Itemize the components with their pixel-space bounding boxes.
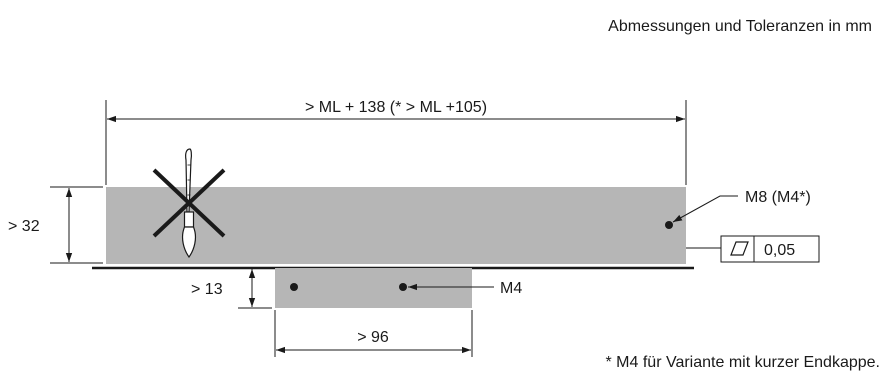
lower-block [275,268,472,308]
overall-length-label: > ML + 138 (* > ML +105) [305,99,487,116]
height-dimension: > 32 [8,186,103,264]
tolerance-value: 0,05 [764,242,795,259]
thread-hole-bottom-right [399,283,407,291]
overall-length-dimension: > ML + 138 (* > ML +105) [105,99,687,185]
offset-dimension: > 13 [191,269,272,309]
bottom-width-label: > 96 [357,329,389,346]
flatness-tolerance-frame: 0,05 [686,235,820,263]
bottom-width-dimension: > 96 [274,310,473,357]
footnote: * M4 für Variante mit kurzer Endkappe. [605,354,881,371]
callout-bottom-thread: M4 [408,280,522,297]
callout-top-thread: M8 (M4*) [672,189,811,223]
thread-hole-bottom-left [290,283,298,291]
flatness-icon [730,241,749,256]
thread-hole-top [665,221,673,229]
main-part-body [106,187,686,264]
offset-label: > 13 [191,281,223,298]
height-label: > 32 [8,218,40,235]
units-note: Abmessungen und Toleranzen in mm [608,18,872,35]
thread-bottom-label: M4 [500,280,522,297]
thread-top-label: M8 (M4*) [745,189,811,206]
crossed-brush-icon [152,148,226,259]
